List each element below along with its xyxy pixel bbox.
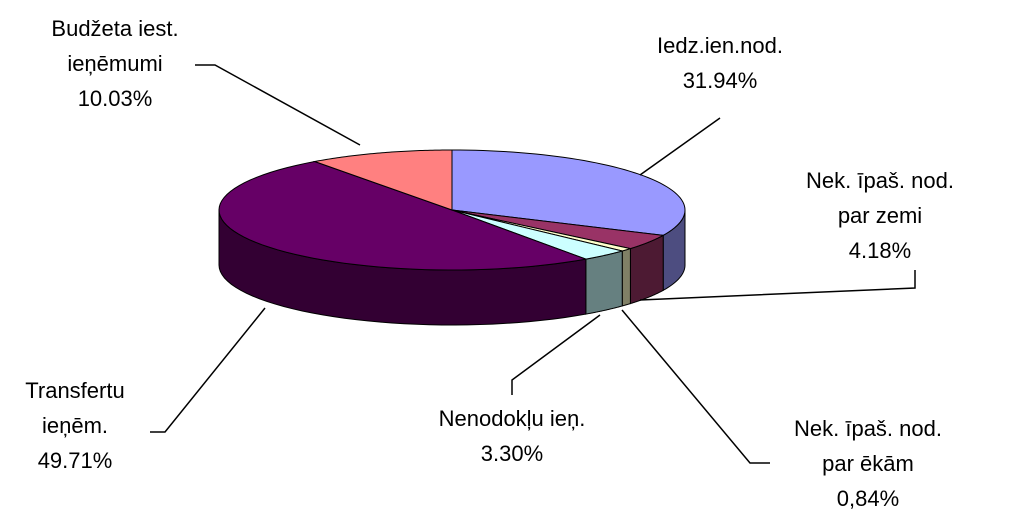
slice-label: Transfertu [25, 378, 124, 403]
slice-label: Iedz.ien.nod. [657, 33, 783, 58]
slice-side [585, 250, 623, 315]
leader-line [195, 64, 361, 146]
slice-label: ieņēmumi [67, 51, 162, 76]
leader-line [150, 307, 266, 433]
slice-side [621, 247, 631, 307]
slice [218, 161, 588, 271]
slice-label: ieņēm. [42, 413, 108, 438]
value-label: 31.94% [683, 68, 758, 93]
slice-label: par zemi [838, 203, 922, 228]
leader-line [511, 314, 601, 395]
slice [451, 209, 665, 250]
value-label: 49.71% [38, 448, 113, 473]
leader-line [639, 270, 916, 301]
slice [312, 149, 453, 211]
leader-line [621, 309, 770, 464]
value-label: 4.18% [849, 238, 911, 263]
slice-label: Nenodokļu ieņ. [439, 406, 586, 431]
slice-label: par ēkām [822, 451, 914, 476]
slice-label: Budžeta iest. [51, 16, 178, 41]
leader-line [639, 117, 721, 176]
value-label: 10.03% [78, 86, 153, 111]
value-label: 3.30% [481, 441, 543, 466]
slice-label: Nek. īpaš. nod. [794, 416, 942, 441]
value-label: 0,84% [837, 486, 899, 511]
slice-label: Nek. īpaš. nod. [806, 168, 954, 193]
slice [451, 149, 686, 236]
slice [451, 209, 623, 260]
